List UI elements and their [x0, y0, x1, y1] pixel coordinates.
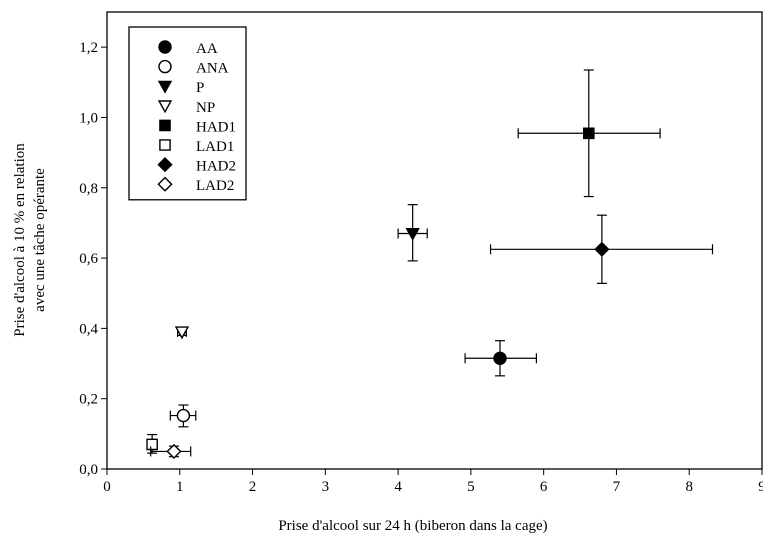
legend-marker: [157, 176, 173, 192]
legend-label: AA: [196, 41, 218, 57]
data-point-p: [397, 204, 428, 262]
marker-np: [174, 326, 190, 340]
legend-item-ana: ANA: [158, 59, 229, 77]
legend: AA ANA P NP HAD1 LAD1 HAD2 LAD2: [128, 26, 247, 201]
legend-marker: [159, 139, 171, 151]
x-tick-label: 6: [540, 479, 548, 495]
x-tick-label: 8: [685, 479, 693, 495]
legend-item-had1: HAD1: [159, 119, 236, 135]
data-point-np: [174, 326, 190, 340]
legend-marker: [158, 59, 172, 74]
legend-item-lad1: LAD1: [159, 139, 234, 155]
marker-lad1: [146, 438, 158, 451]
x-tick-label: 9: [758, 479, 763, 495]
marker-had2: [594, 241, 610, 257]
data-points: [146, 69, 714, 460]
x-tick-label: 0: [103, 479, 111, 495]
marker-lad2: [166, 443, 182, 460]
x-tick-label: 3: [322, 479, 330, 495]
data-point-had1: [517, 69, 661, 198]
data-point-had2: [489, 214, 714, 284]
legend-marker: [157, 157, 173, 173]
x-axis-label: Prise d'alcool sur 24 h (biberon dans la…: [278, 518, 547, 534]
legend-marker: [157, 80, 173, 94]
y-axis-label-line-2: avec une tâche opérante: [32, 168, 48, 312]
legend-box: [128, 26, 247, 201]
axes: [106, 11, 763, 470]
y-axis-label: Prise d'alcool à 10 % en relation avec u…: [12, 143, 48, 337]
marker-had1: [582, 127, 595, 140]
legend-label: HAD1: [196, 119, 236, 135]
legend-label: LAD1: [196, 139, 234, 155]
legend-label: NP: [196, 100, 215, 116]
legend-marker: [158, 40, 172, 54]
y-tick-label: 0,6: [79, 251, 98, 267]
legend-item-p: P: [157, 80, 204, 96]
legend-item-had2: HAD2: [157, 157, 236, 175]
x-tick-label: 2: [249, 479, 257, 495]
marker-p: [405, 227, 420, 241]
legend-marker: [159, 119, 171, 132]
legend-marker: [157, 100, 173, 114]
legend-label: ANA: [196, 61, 229, 77]
legend-label: HAD2: [196, 159, 236, 175]
y-tick-label: 0,0: [79, 462, 98, 478]
legend-label: P: [196, 80, 204, 96]
data-point-lad2: [150, 443, 192, 460]
y-tick-label: 0,2: [79, 392, 98, 408]
y-tick-label: 1,2: [79, 40, 98, 56]
legend-item-lad2: LAD2: [157, 176, 234, 194]
x-tick-label: 1: [176, 479, 184, 495]
y-tick-label: 0,8: [79, 181, 98, 197]
data-point-aa: [464, 340, 537, 377]
data-point-ana: [169, 404, 197, 428]
marker-aa: [493, 351, 507, 365]
y-axis-label-line-1: Prise d'alcool à 10 % en relation: [12, 143, 28, 337]
marker-ana: [176, 408, 191, 423]
y-tick-label: 1,0: [79, 110, 98, 126]
legend-label: LAD2: [196, 178, 234, 194]
x-tick-label: 7: [613, 479, 621, 495]
legend-item-np: NP: [157, 100, 215, 116]
ticks: 0 1 2 3 4 5 6 7 8 9 0,0 0,2 0,4 0,6 0,8 1,0 1,2: [79, 40, 763, 495]
plot-frame: [106, 11, 763, 470]
x-tick-label: 5: [467, 479, 475, 495]
legend-item-aa: AA: [158, 40, 218, 57]
y-tick-label: 0,4: [79, 321, 98, 337]
x-tick-label: 4: [394, 479, 402, 495]
data-point-lad1: [146, 433, 158, 454]
